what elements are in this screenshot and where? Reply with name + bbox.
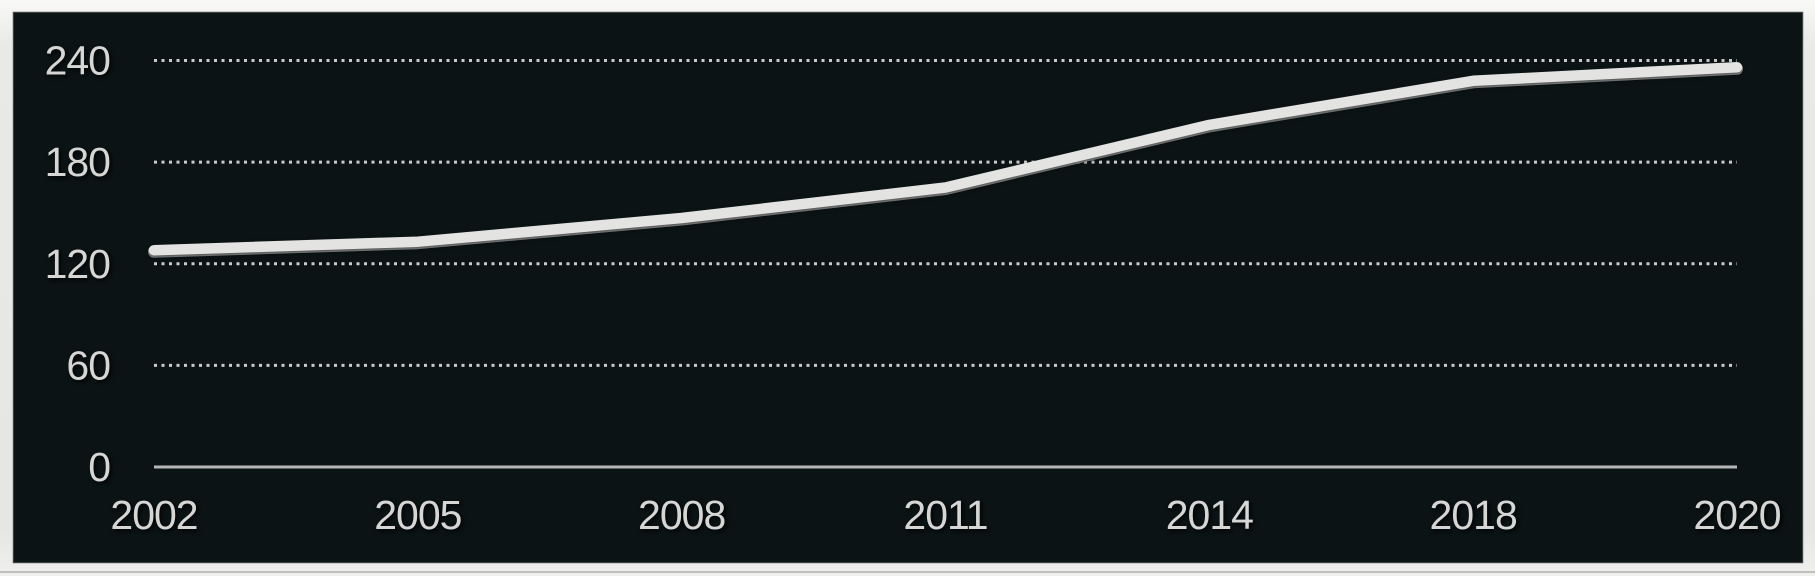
y-tick-label: 0 xyxy=(88,444,110,490)
x-tick-label: 2011 xyxy=(903,492,987,538)
line-chart-canvas: 0 60 120 180 240 2002 2005 2008 2011 2014 2018 2020 xyxy=(45,38,1782,539)
x-tick-label: 2014 xyxy=(1166,492,1253,538)
x-tick-label: 2008 xyxy=(638,492,725,538)
x-tick-label: 2020 xyxy=(1693,492,1780,538)
y-tick-label: 120 xyxy=(45,241,111,287)
x-tick-label: 2002 xyxy=(110,492,197,538)
chart-panel: 0 60 120 180 240 2002 2005 2008 2011 2014 2018 2020 xyxy=(13,12,1803,563)
y-tick-label: 240 xyxy=(45,38,111,84)
y-tick-label: 60 xyxy=(66,342,110,388)
y-tick-label: 180 xyxy=(45,139,111,185)
data-line-shadow xyxy=(148,62,1743,258)
frame-bottom-edge xyxy=(0,571,1815,573)
x-tick-label: 2018 xyxy=(1430,492,1517,538)
x-tick-label: 2005 xyxy=(374,492,461,538)
data-line xyxy=(148,62,1743,256)
